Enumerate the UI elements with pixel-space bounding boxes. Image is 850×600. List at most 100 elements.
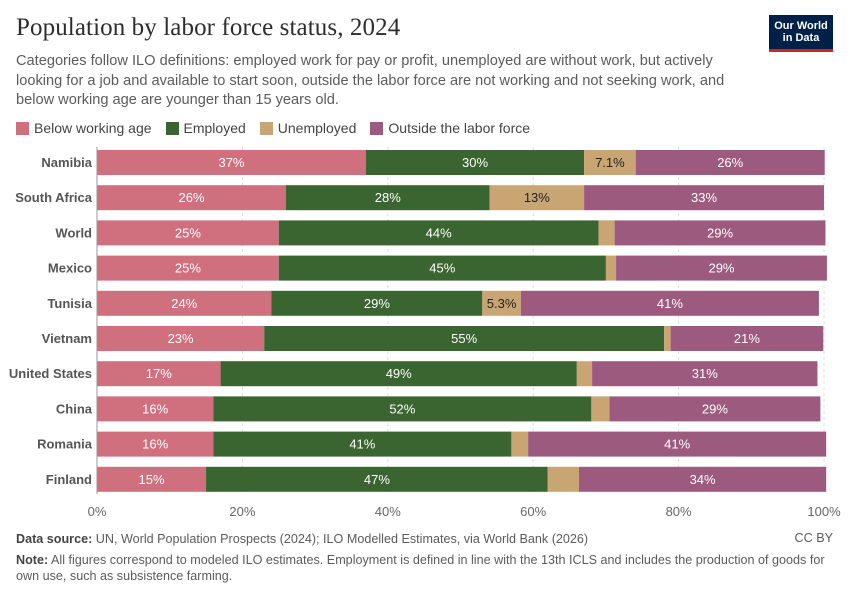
category-label: Tunisia: [47, 296, 92, 311]
logo-line-2: in Data: [782, 32, 820, 44]
data-label: 33%: [691, 190, 717, 205]
bar-segment[interactable]: [271, 290, 483, 316]
bar-segment[interactable]: [97, 255, 279, 281]
legend-item-below-working-age[interactable]: Below working age: [16, 120, 152, 136]
category-label: Namibia: [41, 155, 92, 170]
bar-segment[interactable]: [528, 431, 827, 457]
category-label: Vietnam: [42, 331, 92, 346]
legend-swatch: [259, 121, 273, 135]
legend-swatch: [16, 121, 29, 135]
bar-segment[interactable]: [97, 326, 265, 351]
bar-segment[interactable]: [97, 396, 214, 422]
data-label: 37%: [218, 155, 244, 170]
x-tick-label: 20%: [229, 504, 255, 519]
bar-segment[interactable]: [264, 326, 665, 351]
license-link[interactable]: CC BY: [794, 531, 834, 545]
data-label: 41%: [657, 296, 683, 311]
bar-segment[interactable]: [584, 185, 824, 211]
bar-segment[interactable]: [97, 185, 287, 211]
data-label: 29%: [707, 225, 733, 240]
chart-note: Note: All figures correspond to modeled …: [16, 552, 831, 584]
legend-item-employed[interactable]: Employed: [165, 120, 246, 136]
bar-segment[interactable]: [365, 150, 585, 175]
data-label: 29%: [708, 261, 734, 276]
owid-logo[interactable]: Our World in Data: [769, 15, 833, 52]
bar-segment[interactable]: [616, 255, 827, 281]
data-source: Data source: UN, World Population Prospe…: [16, 531, 588, 547]
category-label: United States: [9, 366, 92, 381]
bar-segment[interactable]: [97, 150, 366, 175]
bar-segment[interactable]: [579, 466, 827, 492]
logo-line-1: Our World: [774, 19, 828, 32]
x-tick-label: 40%: [375, 504, 401, 519]
data-label: 34%: [690, 472, 716, 487]
bar-segment[interactable]: [592, 361, 818, 387]
data-label: 31%: [692, 366, 718, 381]
bar-segment[interactable]: [97, 431, 214, 457]
category-label: Finland: [46, 472, 92, 487]
x-tick-label: 80%: [666, 504, 692, 519]
data-label: 44%: [426, 225, 452, 240]
x-tick-label: 0%: [88, 504, 107, 519]
data-label: 41%: [349, 437, 375, 452]
bar-segment[interactable]: [286, 185, 490, 211]
category-label: China: [56, 401, 93, 416]
bar-segment[interactable]: [547, 466, 580, 492]
bar-segment[interactable]: [213, 431, 512, 457]
data-label: 30%: [462, 155, 488, 170]
data-label: 41%: [664, 437, 690, 452]
bar-segment[interactable]: [664, 326, 671, 351]
bar-segment[interactable]: [489, 185, 585, 211]
data-label: 24%: [171, 296, 197, 311]
data-label: 13%: [524, 190, 550, 205]
data-label: 55%: [451, 331, 477, 346]
data-label: 29%: [364, 296, 390, 311]
bar-segment[interactable]: [278, 220, 599, 246]
bar-segment[interactable]: [605, 255, 617, 281]
category-label: South Africa: [15, 190, 93, 205]
data-label: 45%: [429, 261, 455, 276]
bar-segment[interactable]: [97, 290, 272, 316]
category-label: Mexico: [48, 261, 92, 276]
bar-segment[interactable]: [206, 466, 548, 492]
stacked-bar-chart: 0% 20% 40% 60% 80% 100% Namibia 37% 30% 7.1% 26% So…: [9, 147, 841, 519]
data-label: 25%: [175, 225, 201, 240]
data-label: 17%: [146, 366, 172, 381]
bar-segment[interactable]: [278, 255, 606, 281]
bar-segment[interactable]: [220, 361, 577, 387]
data-label: 26%: [717, 155, 743, 170]
data-label: 21%: [734, 331, 760, 346]
data-label: 49%: [386, 366, 412, 381]
bar-segment[interactable]: [97, 466, 207, 492]
data-label: 28%: [375, 190, 401, 205]
data-source-label: Data source:: [16, 532, 93, 546]
data-source-text[interactable]: UN, World Population Prospects (2024); I…: [95, 532, 589, 546]
bar-segment[interactable]: [584, 150, 636, 175]
x-tick-label: 100%: [807, 504, 841, 519]
bar-segment[interactable]: [511, 431, 529, 457]
bar-segment[interactable]: [482, 290, 521, 316]
bar-segment[interactable]: [97, 220, 279, 246]
bar-segment[interactable]: [576, 361, 593, 387]
x-tick-label: 60%: [520, 504, 546, 519]
bar-segment[interactable]: [609, 396, 821, 422]
legend-item-unemployed[interactable]: Unemployed: [259, 120, 356, 136]
bar-segment[interactable]: [520, 290, 819, 316]
chart-title: Population by labor force status, 2024: [16, 14, 401, 41]
bar-segment[interactable]: [213, 396, 592, 422]
bar-segment[interactable]: [635, 150, 825, 175]
chart-subtitle: Categories follow ILO definitions: emplo…: [16, 53, 725, 108]
data-label: 16%: [142, 401, 168, 416]
bar-segment[interactable]: [614, 220, 826, 246]
legend-swatch: [370, 121, 384, 135]
note-text: All figures correspond to modeled ILO es…: [16, 553, 825, 583]
bar-segment[interactable]: [670, 326, 824, 351]
legend-item-outside-labor-force[interactable]: Outside the labor force: [370, 120, 530, 136]
bar-segment[interactable]: [97, 361, 221, 387]
legend-label: Below working age: [34, 120, 152, 136]
bar-segment[interactable]: [591, 396, 610, 422]
bar-segment[interactable]: [598, 220, 615, 246]
category-label: Romania: [37, 437, 93, 452]
data-label: 29%: [702, 401, 728, 416]
chart-legend: Below working age Employed Unemployed Ou…: [16, 120, 530, 136]
